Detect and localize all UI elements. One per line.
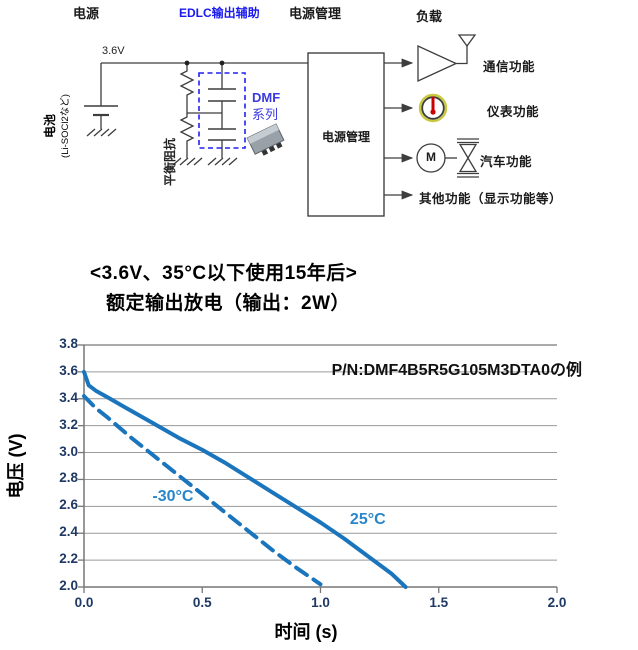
ground-icon — [86, 128, 117, 137]
header-power-mgmt: 电源管理 — [289, 6, 342, 21]
junction-dot — [184, 60, 190, 66]
ground-icon — [207, 157, 238, 166]
antenna-icon — [456, 34, 477, 65]
header-load: 负载 — [416, 9, 443, 24]
resistor-icon — [179, 63, 195, 158]
power-mgmt-box — [307, 52, 385, 217]
dmf-series-line1: DMF — [252, 90, 281, 105]
load-other-label: 其他功能（显示功能等） — [419, 192, 563, 206]
voltage-label: 3.6V — [102, 45, 125, 57]
circuit-diagram — [84, 34, 479, 217]
ground-icon — [172, 157, 203, 166]
valve-icon — [457, 138, 479, 178]
headline-line2: 额定输出放电（输出：2W） — [106, 293, 351, 314]
load-communication-label: 通信功能 — [483, 60, 536, 74]
header-edlc-assist: EDLC输出辅助 — [179, 6, 260, 20]
junction-dot — [219, 60, 225, 66]
dmf-series-line2: 系列 — [252, 107, 279, 122]
capacitor-icon — [208, 63, 236, 158]
series-25°C — [82, 369, 408, 589]
series--30°C — [82, 394, 323, 587]
load-automotive-label: 汽车功能 — [480, 155, 533, 169]
chip-icon — [246, 123, 285, 156]
y-axis-title: 电压 (V) — [6, 433, 26, 499]
load-instrument-label: 仪表功能 — [487, 105, 540, 119]
headline-line1: <3.6V、35°C以下使用15年后> — [90, 263, 358, 284]
part-number-annotation: P/N:DMF4B5R5G105M3DTA0の例 — [331, 362, 582, 379]
battery-icon — [84, 63, 118, 129]
dmf-dashed-box — [198, 72, 246, 149]
gauge-icon — [418, 93, 448, 123]
header-power: 电源 — [73, 6, 100, 21]
motor-letter: M — [426, 150, 436, 164]
x-axis-title: 时间 (s) — [274, 622, 338, 642]
amplifier-icon — [417, 44, 458, 83]
power-mgmt-box-label: 电源管理 — [321, 130, 370, 144]
